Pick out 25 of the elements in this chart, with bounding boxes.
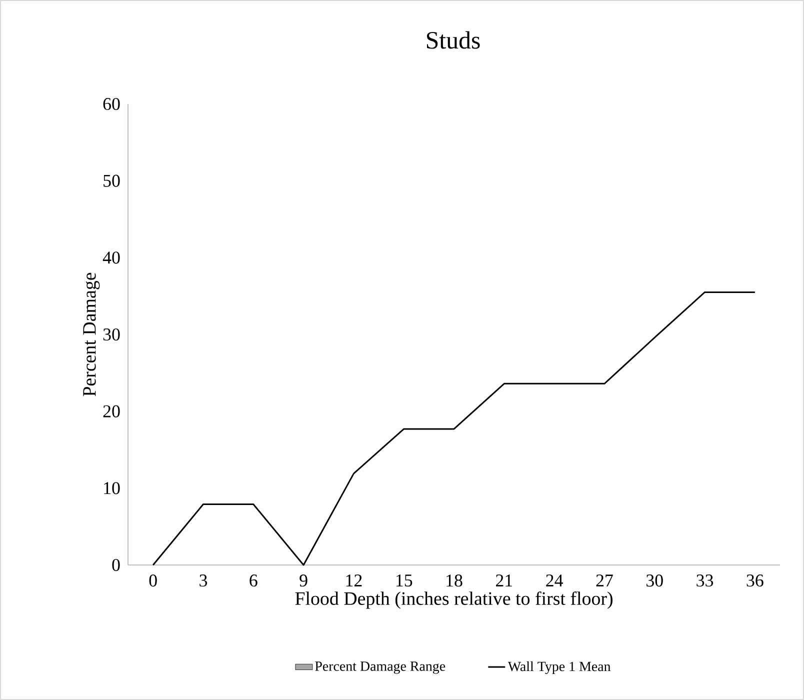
x-tick-label: 30 [646, 574, 663, 587]
legend-label: Percent Damage Range [315, 662, 446, 674]
x-tick-label: 6 [250, 574, 258, 587]
x-tick-label: 0 [149, 574, 157, 587]
y-tick-label: 0 [112, 558, 120, 572]
x-tick-label: 36 [746, 574, 764, 587]
x-tick-label: 21 [496, 574, 512, 586]
x-tick-label: 12 [346, 574, 362, 586]
x-tick-label: 18 [446, 574, 462, 587]
x-tick-label: 3 [200, 574, 208, 587]
y-tick-label: 20 [103, 405, 120, 418]
y-tick-label: 10 [104, 482, 120, 494]
x-tick-label: 9 [300, 574, 308, 587]
chart-title: Studs [426, 31, 480, 49]
y-tick-label: 30 [103, 328, 120, 341]
y-tick-label: 50 [104, 174, 120, 187]
y-tick-label: 40 [102, 252, 120, 264]
y-tick-label: 60 [103, 98, 120, 110]
x-tick-label: 33 [696, 574, 714, 587]
x-tick-label: 27 [596, 574, 613, 586]
x-tick-label: 15 [396, 574, 412, 587]
y-axis-title: Percent Damage [83, 272, 100, 396]
x-tick-label: 24 [546, 574, 564, 586]
x-axis-title: Flood Depth (inches relative to first floor) [295, 591, 612, 609]
legend-label: Wall Type 1 Mean [508, 661, 611, 674]
